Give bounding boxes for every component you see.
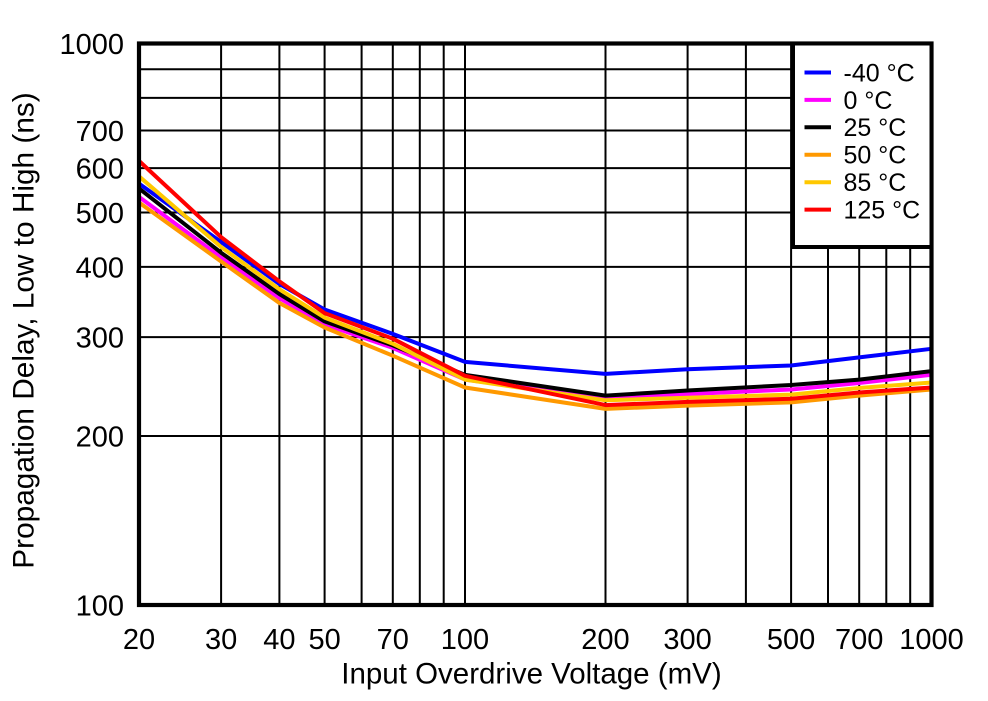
svg-text:30: 30 (205, 624, 237, 656)
svg-text:500: 500 (767, 624, 815, 656)
svg-text:25 °C: 25 °C (844, 114, 907, 142)
svg-text:100: 100 (76, 591, 124, 623)
svg-text:700: 700 (835, 624, 883, 656)
svg-text:Input Overdrive Voltage (mV): Input Overdrive Voltage (mV) (341, 658, 721, 691)
svg-text:70: 70 (377, 624, 409, 656)
svg-text:50 °C: 50 °C (844, 142, 907, 170)
svg-text:300: 300 (76, 323, 124, 355)
svg-text:125 °C: 125 °C (844, 197, 921, 225)
svg-text:600: 600 (76, 154, 124, 186)
svg-text:20: 20 (123, 624, 155, 656)
svg-text:300: 300 (663, 624, 711, 656)
svg-text:200: 200 (76, 422, 124, 454)
svg-text:400: 400 (76, 252, 124, 284)
svg-text:-40 °C: -40 °C (844, 59, 915, 87)
svg-text:85 °C: 85 °C (844, 169, 907, 197)
svg-text:700: 700 (76, 116, 124, 148)
svg-text:0 °C: 0 °C (844, 87, 893, 115)
svg-text:200: 200 (581, 624, 629, 656)
svg-text:1000: 1000 (59, 29, 124, 61)
svg-text:Propagation Delay, Low to High: Propagation Delay, Low to High (ns) (8, 92, 41, 568)
svg-text:500: 500 (76, 198, 124, 230)
svg-text:100: 100 (441, 624, 489, 656)
svg-text:1000: 1000 (899, 624, 964, 656)
svg-text:50: 50 (308, 624, 340, 656)
svg-text:40: 40 (263, 624, 295, 656)
